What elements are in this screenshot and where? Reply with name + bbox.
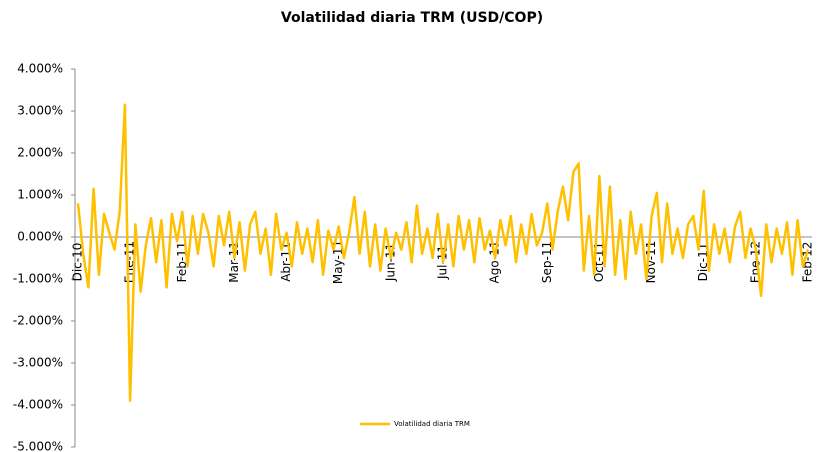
y-tick-label: 3.000%	[17, 104, 63, 118]
y-tick-label: -3.000%	[13, 356, 63, 370]
legend-label: Volatilidad diaria TRM	[394, 420, 470, 428]
x-tick-label: Sep-11	[540, 241, 554, 283]
x-tick-label: Mar-11	[227, 241, 241, 282]
series-line	[76, 103, 810, 403]
y-tick-label: -2.000%	[13, 314, 63, 328]
chart-title: Volatilidad diaria TRM (USD/COP)	[281, 10, 543, 26]
y-tick-label: 4.000%	[17, 62, 63, 76]
y-tick-label: -4.000%	[13, 398, 63, 412]
y-tick-label: 1.000%	[17, 188, 63, 202]
y-tick-label: 2.000%	[17, 146, 63, 160]
x-tick-label: Dic-10	[71, 243, 85, 282]
y-tick-label: -1.000%	[13, 272, 63, 286]
x-tick-label: Jun-11	[383, 243, 397, 282]
x-tick-label: Feb-12	[801, 242, 815, 283]
y-tick-label: 0.000%	[17, 230, 63, 244]
x-tick-label: Ago-11	[488, 241, 502, 284]
y-tick-label: -5.000%	[13, 440, 63, 452]
